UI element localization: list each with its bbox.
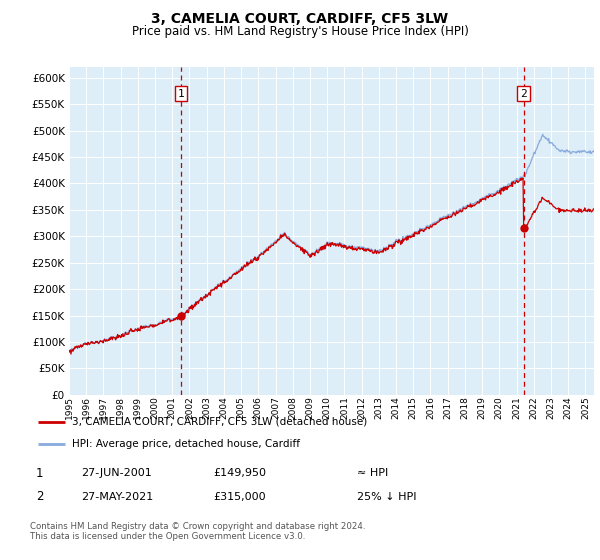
Text: £315,000: £315,000	[213, 492, 266, 502]
Text: HPI: Average price, detached house, Cardiff: HPI: Average price, detached house, Card…	[72, 438, 300, 449]
Text: 1: 1	[178, 88, 184, 99]
Text: £149,950: £149,950	[213, 468, 266, 478]
Text: 27-JUN-2001: 27-JUN-2001	[81, 468, 152, 478]
Text: ≈ HPI: ≈ HPI	[357, 468, 388, 478]
Text: 25% ↓ HPI: 25% ↓ HPI	[357, 492, 416, 502]
Text: Price paid vs. HM Land Registry's House Price Index (HPI): Price paid vs. HM Land Registry's House …	[131, 25, 469, 38]
Text: 2: 2	[36, 490, 43, 503]
Text: 1: 1	[36, 466, 43, 480]
Text: 3, CAMELIA COURT, CARDIFF, CF5 3LW: 3, CAMELIA COURT, CARDIFF, CF5 3LW	[151, 12, 449, 26]
Text: Contains HM Land Registry data © Crown copyright and database right 2024.
This d: Contains HM Land Registry data © Crown c…	[30, 522, 365, 542]
Text: 3, CAMELIA COURT, CARDIFF, CF5 3LW (detached house): 3, CAMELIA COURT, CARDIFF, CF5 3LW (deta…	[72, 417, 367, 427]
Text: 2: 2	[520, 88, 527, 99]
Text: 27-MAY-2021: 27-MAY-2021	[81, 492, 153, 502]
